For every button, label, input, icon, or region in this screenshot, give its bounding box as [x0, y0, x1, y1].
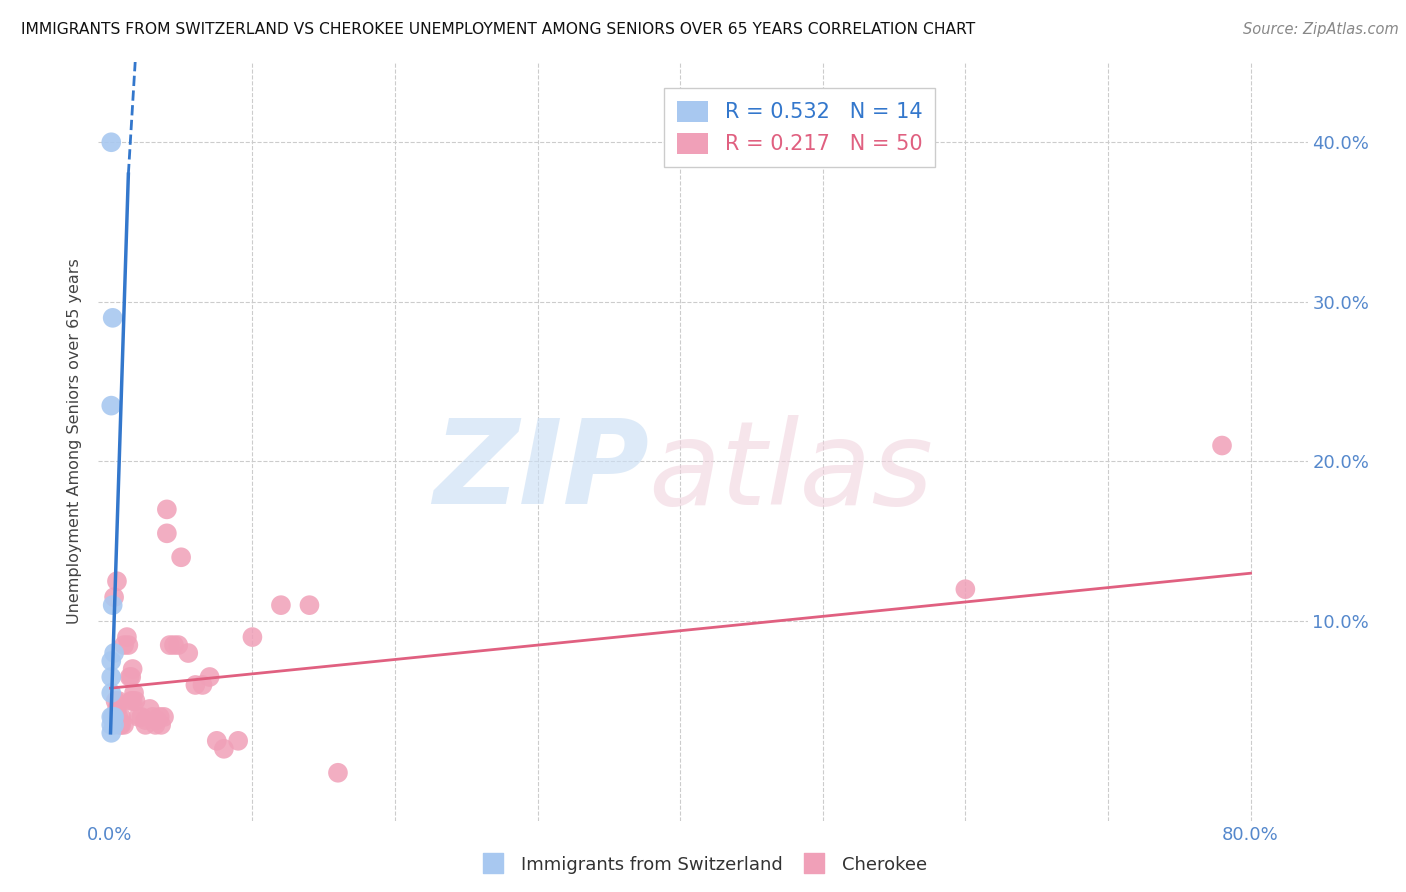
- Point: [121, 694, 143, 708]
- Point: [100, 710, 122, 724]
- Point: [184, 678, 207, 692]
- Point: [153, 710, 176, 724]
- Point: [134, 713, 156, 727]
- Point: [115, 630, 138, 644]
- Point: [122, 686, 145, 700]
- Point: [100, 135, 122, 149]
- Point: [150, 718, 173, 732]
- Legend: R = 0.532   N = 14, R = 0.217   N = 50: R = 0.532 N = 14, R = 0.217 N = 50: [665, 88, 935, 167]
- Point: [205, 734, 228, 748]
- Text: IMMIGRANTS FROM SWITZERLAND VS CHEROKEE UNEMPLOYMENT AMONG SENIORS OVER 65 YEARS: IMMIGRANTS FROM SWITZERLAND VS CHEROKEE …: [21, 22, 976, 37]
- Point: [163, 638, 186, 652]
- Text: ZIP: ZIP: [433, 415, 648, 529]
- Point: [103, 718, 125, 732]
- Point: [100, 670, 122, 684]
- Point: [955, 582, 977, 597]
- Point: [167, 638, 190, 652]
- Point: [108, 718, 131, 732]
- Point: [129, 710, 152, 724]
- Point: [145, 718, 167, 732]
- Point: [100, 686, 122, 700]
- Point: [170, 550, 193, 565]
- Point: [1211, 438, 1233, 452]
- Point: [270, 598, 292, 612]
- Point: [139, 702, 162, 716]
- Legend: Immigrants from Switzerland, Cherokee: Immigrants from Switzerland, Cherokee: [470, 846, 936, 883]
- Point: [105, 702, 128, 716]
- Y-axis label: Unemployment Among Seniors over 65 years: Unemployment Among Seniors over 65 years: [67, 259, 83, 624]
- Point: [124, 694, 146, 708]
- Point: [103, 646, 125, 660]
- Point: [101, 598, 124, 612]
- Point: [112, 718, 135, 732]
- Point: [127, 710, 149, 724]
- Point: [326, 765, 349, 780]
- Point: [117, 638, 139, 652]
- Point: [149, 710, 172, 724]
- Point: [103, 590, 125, 604]
- Point: [120, 670, 142, 684]
- Point: [100, 399, 122, 413]
- Point: [198, 670, 221, 684]
- Point: [156, 502, 179, 516]
- Text: Source: ZipAtlas.com: Source: ZipAtlas.com: [1243, 22, 1399, 37]
- Point: [191, 678, 214, 692]
- Point: [177, 646, 200, 660]
- Point: [105, 574, 128, 589]
- Point: [120, 694, 142, 708]
- Point: [100, 726, 122, 740]
- Point: [298, 598, 321, 612]
- Point: [134, 718, 156, 732]
- Point: [156, 526, 179, 541]
- Point: [101, 710, 124, 724]
- Point: [107, 710, 129, 724]
- Point: [121, 662, 143, 676]
- Point: [100, 718, 122, 732]
- Point: [212, 741, 235, 756]
- Point: [110, 718, 132, 732]
- Point: [107, 694, 129, 708]
- Text: atlas: atlas: [648, 415, 934, 529]
- Point: [118, 670, 141, 684]
- Point: [104, 694, 127, 708]
- Point: [242, 630, 264, 644]
- Point: [142, 710, 165, 724]
- Point: [146, 713, 169, 727]
- Point: [101, 310, 124, 325]
- Point: [159, 638, 181, 652]
- Point: [100, 654, 122, 668]
- Point: [110, 710, 132, 724]
- Point: [226, 734, 249, 748]
- Point: [103, 710, 125, 724]
- Point: [112, 638, 135, 652]
